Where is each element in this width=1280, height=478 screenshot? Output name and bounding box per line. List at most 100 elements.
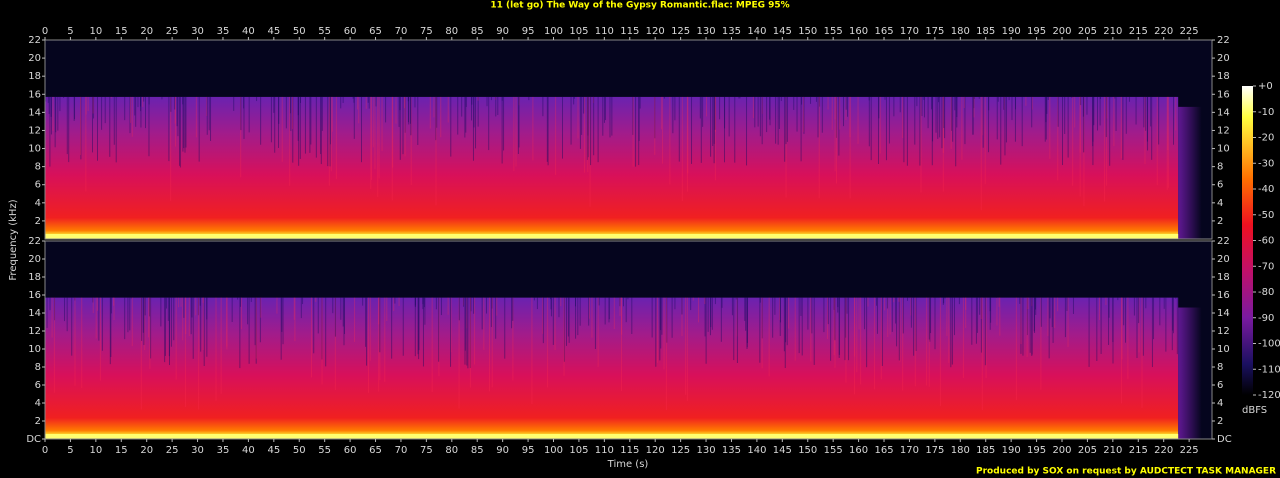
x-tick-label-bottom: 60 [344,445,357,456]
x-tick-label-top: 135 [722,26,741,37]
x-tick-label-top: 150 [798,26,817,37]
x-tick-label-top: 210 [1103,26,1122,37]
x-tick-label-bottom: 160 [849,445,868,456]
chart-title: 11 (let go) The Way of the Gypsy Romanti… [490,1,789,11]
y-tick-label-right: 12 [1217,326,1230,337]
x-tick-label-bottom: 225 [1180,445,1199,456]
y-tick-label: 22 [28,35,41,46]
x-tick-label-bottom: 150 [798,445,817,456]
x-tick-label-bottom: 220 [1154,445,1173,456]
x-tick-label-bottom: 25 [166,445,179,456]
x-tick-label-top: 170 [900,26,919,37]
y-tick-label-right: 6 [1217,180,1223,191]
y-tick-label: 6 [35,380,41,391]
y-tick-label-right: 22 [1217,236,1230,247]
x-tick-label-top: 0 [42,26,48,37]
x-tick-label-top: 65 [369,26,382,37]
x-tick-label-top: 100 [544,26,563,37]
x-tick-label-top: 85 [471,26,484,37]
x-tick-label-bottom: 35 [217,445,230,456]
x-tick-label-top: 105 [569,26,588,37]
y-tick-label-right: 8 [1217,162,1223,173]
x-tick-label-bottom: 90 [496,445,509,456]
y-tick-label-right: 10 [1217,144,1230,155]
y-tick-label-right: 2 [1217,416,1223,427]
y-tick-label: 12 [28,326,41,337]
x-tick-label-top: 220 [1154,26,1173,37]
x-tick-label-top: 225 [1180,26,1199,37]
x-tick-label-bottom: 165 [874,445,893,456]
x-tick-label-bottom: 110 [595,445,614,456]
x-tick-label-top: 125 [671,26,690,37]
y-tick-label-right: 22 [1217,35,1230,46]
x-tick-label-top: 10 [89,26,102,37]
y-tick-label-right: 10 [1217,344,1230,355]
y-tick-label: 20 [28,254,41,265]
x-tick-label-bottom: 115 [620,445,639,456]
y-tick-label: 4 [35,198,41,209]
y-tick-label-right: 4 [1217,398,1223,409]
x-tick-label-top: 120 [646,26,665,37]
x-tick-label-top: 165 [874,26,893,37]
y-tick-label-right: 20 [1217,254,1230,265]
x-tick-label-bottom: 170 [900,445,919,456]
x-tick-label-bottom: 185 [976,445,995,456]
x-tick-label-bottom: 15 [115,445,128,456]
y-tick-label-right: 4 [1217,198,1223,209]
panel-frame [44,240,1213,440]
x-tick-label-bottom: 200 [1052,445,1071,456]
colorbar-tick-label: -40 [1258,184,1274,195]
x-tick-label-top: 70 [395,26,408,37]
y-tick-label: 20 [28,53,41,64]
x-tick-label-top: 215 [1129,26,1148,37]
y-tick-label: 18 [28,71,41,82]
spectrum-texture [45,96,1177,211]
y-tick-label: 16 [28,290,41,301]
x-tick-label-bottom: 80 [445,445,458,456]
y-tick-label-right: 20 [1217,53,1230,64]
x-tick-label-top: 35 [217,26,230,37]
x-tick-label-top: 55 [318,26,331,37]
x-tick-label-bottom: 100 [544,445,563,456]
x-tick-label-bottom: 30 [191,445,204,456]
x-tick-label-top: 190 [1002,26,1021,37]
x-tick-label-top: 185 [976,26,995,37]
x-tick-label-bottom: 45 [267,445,280,456]
x-tick-label-top: 60 [344,26,357,37]
y-tick-label-right: 16 [1217,89,1230,100]
x-tick-label-bottom: 155 [824,445,843,456]
y-tick-label-right: 6 [1217,380,1223,391]
x-tick-label-top: 75 [420,26,433,37]
x-tick-label-bottom: 55 [318,445,331,456]
spectrum-tail [1178,307,1202,439]
x-tick-label-top: 160 [849,26,868,37]
x-tick-label-bottom: 125 [671,445,690,456]
x-tick-label-top: 110 [595,26,614,37]
y-tick-label-right: 14 [1217,308,1230,319]
colorbar-tick-label: -10 [1258,107,1274,118]
x-tick-label-top: 205 [1078,26,1097,37]
x-tick-label-bottom: 85 [471,445,484,456]
x-tick-label-top: 90 [496,26,509,37]
x-axis-label: Time (s) [607,459,649,470]
spectrum-body [45,96,1179,239]
x-tick-label-top: 175 [925,26,944,37]
panel-frame [44,39,1213,240]
x-tick-label-top: 45 [267,26,280,37]
y-tick-label-right: 2 [1217,216,1223,227]
x-tick-label-bottom: 145 [773,445,792,456]
x-tick-label-bottom: 5 [67,445,73,456]
colorbar-tick-label: -100 [1258,339,1280,350]
colorbar-tick-label: -60 [1258,236,1274,247]
y-tick-label: 2 [35,216,41,227]
y-tick-label: 18 [28,272,41,283]
x-tick-label-bottom: 175 [925,445,944,456]
x-tick-label-bottom: 215 [1129,445,1148,456]
x-tick-label-bottom: 75 [420,445,433,456]
x-tick-label-top: 195 [1027,26,1046,37]
x-tick-label-bottom: 20 [140,445,153,456]
y-tick-label: 8 [35,362,41,373]
x-tick-label-bottom: 70 [395,445,408,456]
y-tick-label: DC [26,434,41,445]
y-tick-label: 6 [35,180,41,191]
